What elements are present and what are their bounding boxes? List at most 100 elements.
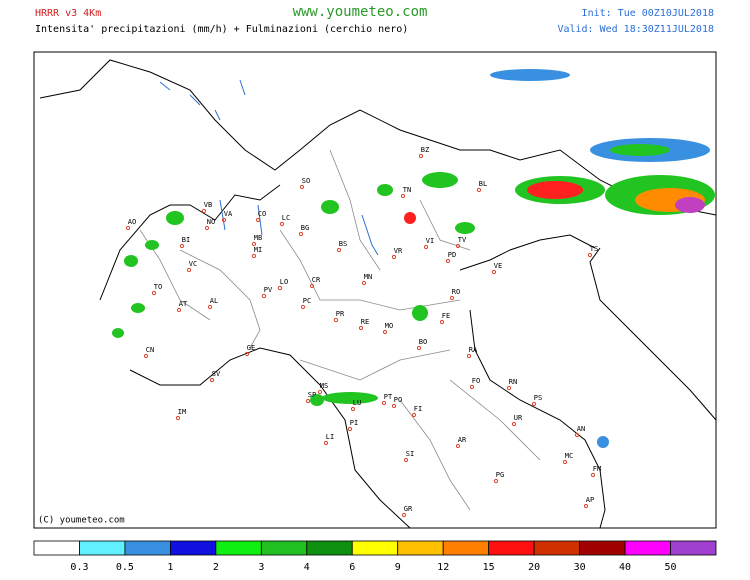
city-label: VC bbox=[189, 260, 197, 268]
map-lines bbox=[39, 59, 717, 529]
map-frame bbox=[33, 51, 717, 529]
city-label: LI bbox=[326, 433, 334, 441]
legend-swatch bbox=[442, 540, 490, 556]
city-label: MI bbox=[254, 246, 262, 254]
city-label: FM bbox=[593, 465, 601, 473]
city-dot bbox=[125, 225, 131, 231]
site-title: www.youmeteo.com bbox=[293, 4, 428, 20]
city-dot bbox=[574, 432, 580, 438]
legend-swatch bbox=[124, 540, 171, 556]
legend-swatch bbox=[670, 540, 717, 556]
city-dot bbox=[309, 283, 315, 289]
legend-label: 20 bbox=[528, 562, 540, 573]
legend-swatch bbox=[488, 540, 535, 556]
legend-swatch bbox=[533, 540, 581, 556]
city-dot bbox=[506, 385, 512, 391]
city-dot bbox=[449, 295, 455, 301]
city-dot bbox=[350, 406, 356, 412]
city-dot bbox=[186, 267, 192, 273]
legend-label: 0.3 bbox=[70, 562, 88, 573]
legend-swatch bbox=[351, 540, 399, 556]
city-dot bbox=[317, 389, 323, 395]
city-label: CR bbox=[312, 276, 321, 284]
city-label: AR bbox=[458, 436, 467, 444]
city-dot bbox=[361, 280, 367, 286]
legend-swatch bbox=[579, 540, 626, 556]
city-dot bbox=[491, 269, 497, 275]
city-dot bbox=[298, 231, 304, 237]
city-dot bbox=[151, 290, 157, 296]
city-label: PC bbox=[303, 297, 311, 305]
city-label: TV bbox=[458, 236, 467, 244]
legend-label: 3 bbox=[258, 562, 264, 573]
city-label: TS bbox=[590, 245, 598, 253]
city-label: SI bbox=[406, 450, 414, 458]
city-dot bbox=[418, 153, 424, 159]
city-label: PV bbox=[264, 286, 273, 294]
city-label: CO bbox=[258, 210, 266, 218]
city-label: AT bbox=[179, 300, 188, 308]
legend-label: 30 bbox=[574, 562, 586, 573]
city-label: RN bbox=[509, 378, 517, 386]
city-label: MS bbox=[320, 382, 328, 390]
legend-label: 0.5 bbox=[116, 562, 134, 573]
city-dot bbox=[358, 325, 364, 331]
city-dot bbox=[511, 421, 517, 427]
city-label: FI bbox=[414, 405, 422, 413]
city-label: BS bbox=[339, 240, 347, 248]
city-dot bbox=[400, 193, 406, 199]
legend-label: 12 bbox=[437, 562, 449, 573]
city-dot bbox=[347, 426, 353, 432]
city-label: BI bbox=[182, 236, 190, 244]
city-label: NO bbox=[207, 218, 215, 226]
city-dot bbox=[279, 221, 285, 227]
legend-label: 1 bbox=[167, 562, 173, 573]
city-label: SO bbox=[302, 177, 310, 185]
city-dot bbox=[175, 415, 181, 421]
city-label: LC bbox=[282, 214, 290, 222]
city-label: GE bbox=[247, 344, 255, 352]
city-label: TN bbox=[403, 186, 411, 194]
city-dot bbox=[403, 457, 409, 463]
city-label: BO bbox=[419, 338, 427, 346]
city-label: MB bbox=[254, 234, 262, 242]
city-label: PI bbox=[350, 419, 358, 427]
legend-swatch bbox=[397, 540, 444, 556]
city-dot bbox=[590, 472, 596, 478]
city-label: LO bbox=[280, 278, 288, 286]
legend-swatch bbox=[215, 540, 262, 556]
city-dot bbox=[411, 412, 417, 418]
city-dot bbox=[261, 293, 267, 299]
city-label: GR bbox=[404, 505, 413, 513]
legend-label: 40 bbox=[619, 562, 631, 573]
city-label: RO bbox=[452, 288, 460, 296]
city-dot bbox=[391, 254, 397, 260]
city-dot bbox=[305, 398, 311, 404]
city-label: VE bbox=[494, 262, 502, 270]
city-label: PS bbox=[534, 394, 542, 402]
city-dot bbox=[244, 351, 250, 357]
city-label: PT bbox=[384, 393, 393, 401]
subtitle: Intensita' precipitazioni (mm/h) + Fulmi… bbox=[35, 24, 408, 35]
city-dot bbox=[336, 247, 342, 253]
city-dot bbox=[381, 400, 387, 406]
city-dot bbox=[323, 440, 329, 446]
city-labels: AO BI VB VA CO SO BZ TN BL LC BG NO MB MI VC TO BS VR VI TV… bbox=[125, 146, 601, 518]
city-dot bbox=[204, 225, 210, 231]
city-dot bbox=[255, 217, 261, 223]
legend: 0.3 0.5 1 2 3 4 6 9 12 15 20 30 40 50 bbox=[33, 540, 717, 573]
city-dot bbox=[300, 304, 306, 310]
city-label: CN bbox=[146, 346, 154, 354]
legend-label: 6 bbox=[349, 562, 355, 573]
city-dot bbox=[251, 253, 257, 259]
city-label: RE bbox=[361, 318, 369, 326]
city-dot bbox=[277, 285, 283, 291]
city-label: AO bbox=[128, 218, 136, 226]
city-dot bbox=[416, 345, 422, 351]
city-dot bbox=[221, 217, 227, 223]
city-dot bbox=[423, 244, 429, 250]
legend-label: 15 bbox=[483, 562, 495, 573]
city-label: MN bbox=[364, 273, 372, 281]
city-dot bbox=[143, 353, 149, 359]
